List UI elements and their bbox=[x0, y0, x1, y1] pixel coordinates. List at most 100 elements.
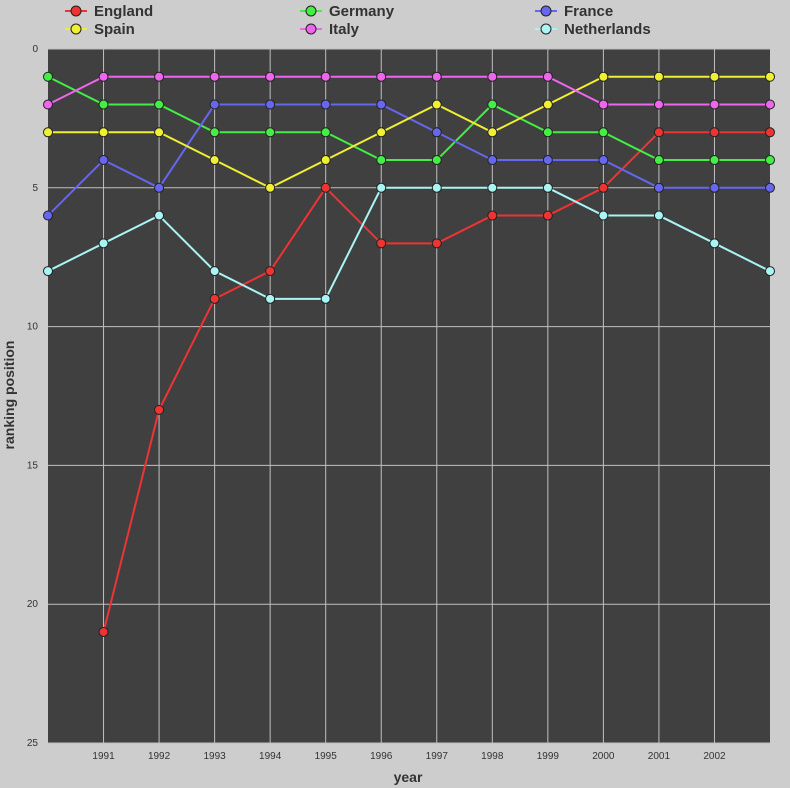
data-point-france bbox=[709, 182, 720, 193]
data-point-germany bbox=[376, 155, 387, 166]
series-netherlands bbox=[43, 182, 775, 304]
legend-item-france: France bbox=[535, 3, 613, 20]
series-lines bbox=[43, 71, 775, 637]
data-point-italy bbox=[598, 99, 609, 110]
y-tick-label: 10 bbox=[27, 322, 39, 333]
legend-item-netherlands: Netherlands bbox=[535, 21, 651, 38]
legend-label: England bbox=[94, 3, 153, 20]
data-point-england bbox=[653, 127, 664, 138]
data-point-france bbox=[765, 182, 775, 193]
data-point-england bbox=[542, 210, 553, 221]
data-point-england bbox=[154, 404, 165, 415]
data-point-netherlands bbox=[765, 266, 775, 277]
data-point-germany bbox=[598, 127, 609, 138]
y-tick-label: 0 bbox=[32, 44, 38, 55]
data-point-france bbox=[598, 155, 609, 166]
data-point-italy bbox=[709, 99, 720, 110]
data-point-netherlands bbox=[43, 266, 53, 277]
x-tick-label: 1997 bbox=[426, 751, 449, 762]
data-point-england bbox=[209, 293, 220, 304]
data-point-spain bbox=[154, 127, 165, 138]
data-point-france bbox=[376, 99, 387, 110]
y-axis-label: ranking position bbox=[1, 341, 17, 450]
legend-label: Germany bbox=[329, 3, 395, 20]
plot-area bbox=[48, 49, 770, 743]
data-point-italy bbox=[487, 71, 498, 82]
data-point-germany bbox=[265, 127, 276, 138]
x-tick-label: 2000 bbox=[592, 751, 615, 762]
data-point-germany bbox=[765, 155, 775, 166]
data-point-germany bbox=[320, 127, 331, 138]
data-point-netherlands bbox=[320, 293, 331, 304]
data-point-italy bbox=[43, 99, 53, 110]
data-point-italy bbox=[542, 71, 553, 82]
data-point-netherlands bbox=[98, 238, 109, 249]
data-point-netherlands bbox=[376, 182, 387, 193]
x-tick-label: 1996 bbox=[370, 751, 393, 762]
data-point-france bbox=[98, 155, 109, 166]
data-point-england bbox=[320, 182, 331, 193]
x-axis-label: year bbox=[394, 769, 423, 785]
data-point-germany bbox=[154, 99, 165, 110]
data-point-italy bbox=[376, 71, 387, 82]
data-point-england bbox=[709, 127, 720, 138]
legend-item-spain: Spain bbox=[65, 21, 135, 38]
data-point-spain bbox=[98, 127, 109, 138]
data-point-france bbox=[653, 182, 664, 193]
series-line-netherlands bbox=[47, 186, 771, 300]
data-point-spain bbox=[320, 155, 331, 166]
x-tick-label: 2001 bbox=[648, 751, 671, 762]
x-axis-ticks: 1991 1992 1993 1994 1995 1996 1997 1998 1999 2000… bbox=[92, 751, 726, 762]
data-point-england bbox=[487, 210, 498, 221]
y-tick-label: 15 bbox=[27, 460, 39, 471]
data-point-netherlands bbox=[154, 210, 165, 221]
series-spain bbox=[43, 71, 775, 193]
series-line-spain bbox=[48, 75, 770, 189]
data-point-netherlands bbox=[209, 266, 220, 277]
data-point-spain bbox=[653, 71, 664, 82]
legend-item-germany: Germany bbox=[300, 3, 395, 20]
y-tick-label: 20 bbox=[27, 599, 39, 610]
data-point-england bbox=[376, 238, 387, 249]
series-line-germany bbox=[47, 75, 770, 162]
data-point-spain bbox=[43, 127, 53, 138]
gridlines bbox=[48, 48, 770, 744]
x-tick-label: 1998 bbox=[481, 751, 504, 762]
y-tick-label: 5 bbox=[32, 183, 38, 194]
data-point-england bbox=[765, 127, 775, 138]
data-point-italy bbox=[154, 71, 165, 82]
data-point-netherlands bbox=[653, 210, 664, 221]
legend-marker bbox=[70, 5, 82, 17]
data-point-spain bbox=[376, 127, 387, 138]
legend-label: Italy bbox=[329, 21, 360, 38]
data-point-france bbox=[431, 127, 442, 138]
data-point-france bbox=[320, 99, 331, 110]
data-point-germany bbox=[487, 99, 498, 110]
data-point-netherlands bbox=[542, 182, 553, 193]
series-germany bbox=[43, 71, 775, 166]
x-tick-label: 1993 bbox=[203, 751, 226, 762]
data-point-france bbox=[542, 155, 553, 166]
data-point-germany bbox=[709, 155, 720, 166]
data-point-germany bbox=[98, 99, 109, 110]
series-england bbox=[98, 127, 775, 637]
legend-marker bbox=[70, 23, 82, 35]
data-point-england bbox=[431, 238, 442, 249]
data-point-germany bbox=[431, 155, 442, 166]
x-tick-label: 1995 bbox=[315, 751, 338, 762]
data-point-netherlands bbox=[487, 182, 498, 193]
x-tick-label: 1991 bbox=[92, 751, 115, 762]
data-point-italy bbox=[653, 99, 664, 110]
data-point-netherlands bbox=[598, 210, 609, 221]
data-point-italy bbox=[209, 71, 220, 82]
legend-marker bbox=[540, 23, 552, 35]
data-point-spain bbox=[209, 155, 220, 166]
data-point-england bbox=[598, 182, 609, 193]
data-point-spain bbox=[431, 99, 442, 110]
data-point-spain bbox=[709, 71, 720, 82]
data-point-netherlands bbox=[265, 293, 276, 304]
data-point-england bbox=[265, 266, 276, 277]
data-point-spain bbox=[542, 99, 553, 110]
y-axis-ticks: 0 5 10 15 20 25 bbox=[27, 44, 39, 749]
